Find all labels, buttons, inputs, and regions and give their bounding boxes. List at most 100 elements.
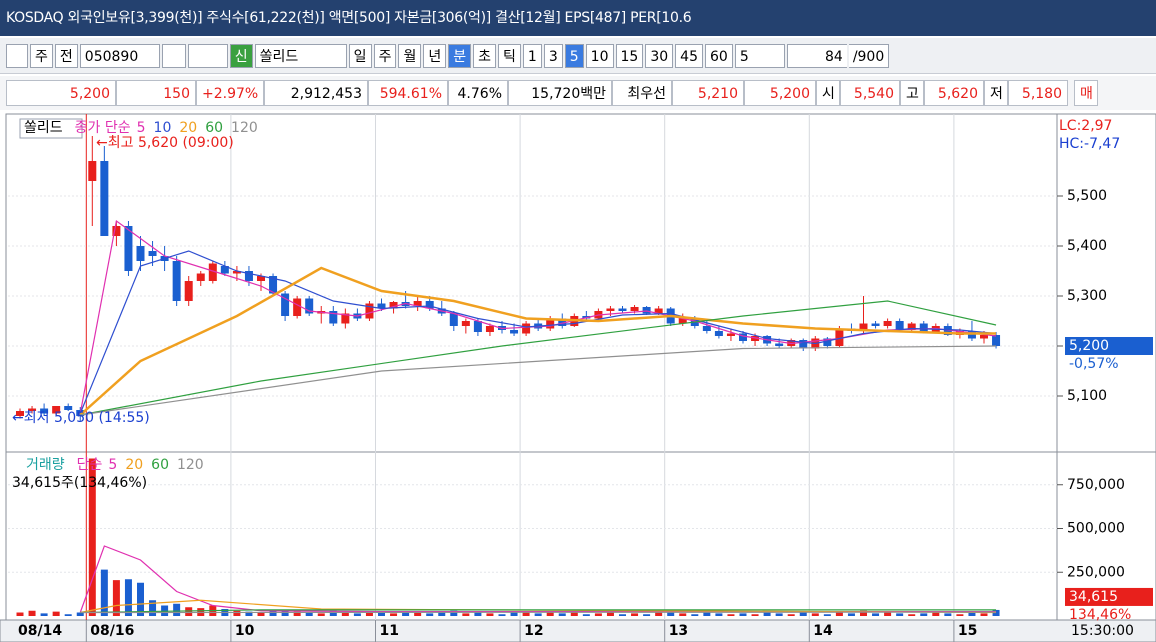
volume-bar [667,611,675,616]
title-box [19,118,83,139]
volume-bar [739,613,747,616]
interval[interactable]: 5 [564,43,584,68]
annotation: ←최저 5,050 (14:55) [12,410,150,426]
candle-body [377,303,386,309]
last-volume-box [1065,587,1153,606]
volume-bar [920,613,928,616]
volume-bar [137,582,144,616]
volume-bar [631,613,639,616]
interval[interactable]: 1 [522,43,542,68]
volume-bar [245,611,253,616]
stock-name[interactable]: 쏠리드 [254,43,347,68]
label: 최우선 [612,80,672,106]
pane-title: 쏠리드 [24,120,63,136]
ma-line [79,545,997,613]
interval[interactable]: 30 [645,43,674,68]
volume-bar [474,612,482,616]
volume-bar [992,609,1000,616]
legend-entry: 120 [177,457,204,473]
volume-bar [269,610,277,616]
volume-bar [847,613,855,616]
volume-bar [932,612,940,616]
tool[interactable]: 주 [30,43,53,68]
icon[interactable] [6,43,28,68]
period[interactable]: 주 [373,43,397,68]
volume-bar [884,612,892,616]
candle-body [208,263,217,281]
interval[interactable]: 45 [675,43,703,68]
legend-entry: 60 [151,457,169,473]
candle-body [413,301,422,306]
candle-body [232,271,241,274]
candle-body [799,340,808,349]
legend-entry: 5 [137,120,146,136]
candle-body [473,321,482,332]
candle-body [28,408,37,411]
candle-body [124,226,133,271]
sound[interactable] [187,43,228,68]
search[interactable] [161,43,186,68]
tool[interactable]: 전 [54,43,78,68]
candle-body [510,330,519,334]
x-tick-label: 14 [813,623,833,639]
code[interactable]: 050890 [79,43,160,68]
period[interactable]: 분 [448,43,472,68]
title-bar: KOSDAQ 외국인보유[3,399(천)] 주식수[61,222(천)] 액면… [0,0,1156,36]
volume-bar [402,611,410,616]
ma-line [79,250,997,414]
candle-body [558,318,567,326]
volume-bar [124,579,132,616]
candle-body [184,281,193,301]
interval[interactable]: 15 [615,43,644,68]
volume-bar [763,612,771,616]
candle-body [196,273,205,281]
y-tick-label: 5,300 [1067,288,1107,304]
volume-bar [414,612,422,616]
title: KOSDAQ 외국인보유[3,399(천)] 주식수[61,222(천)] 액면… [6,10,692,26]
volume-bar [643,614,651,616]
legend-entry: 20 [179,120,197,136]
candle-body [485,326,494,332]
order-button[interactable]: 매 [1074,80,1098,106]
volume-bar [305,612,313,616]
count-max: /900 [848,43,890,68]
volume: 2,912,453 [264,80,368,106]
candle-body [136,246,145,261]
annotation: 34,615주(134,46%) [12,475,147,491]
change: 150 [116,80,196,106]
interval[interactable]: 10 [585,43,614,68]
tool[interactable]: 신 [229,43,253,68]
volume-bar [390,613,398,616]
x-tick-label: 12 [524,623,543,639]
candle-body [702,326,711,331]
count[interactable]: 84 [786,43,847,68]
candle-body [871,323,880,326]
volume-bar [317,613,325,616]
period[interactable]: 초 [473,43,497,68]
bid: 5,200 [744,80,816,106]
candle-body [546,318,555,329]
annotation: ←최고 5,620 (09:00) [96,135,234,151]
period[interactable]: 일 [348,43,372,68]
interval[interactable]: 60 [704,43,733,68]
y-tick-label: 5,400 [1067,238,1107,254]
legend-title: 단순 [77,457,103,473]
x-tick-label: 10 [235,623,255,639]
period[interactable]: 틱 [498,43,521,68]
label: 저 [984,80,1008,106]
volume-bar [582,614,590,616]
volume-bar [450,610,458,616]
candle-body [739,333,747,341]
interval[interactable]: 3 [543,43,563,68]
last-change: -0,57% [1069,356,1119,372]
volume-bar [908,614,916,616]
volume-bar [968,612,976,616]
period[interactable]: 월 [398,43,422,68]
volume-bar [498,614,506,616]
candle-body [678,318,687,324]
pane-frame [5,451,1156,621]
interval-input[interactable]: 5 [734,43,785,68]
candle-body [919,323,928,332]
period[interactable]: 년 [423,43,447,68]
